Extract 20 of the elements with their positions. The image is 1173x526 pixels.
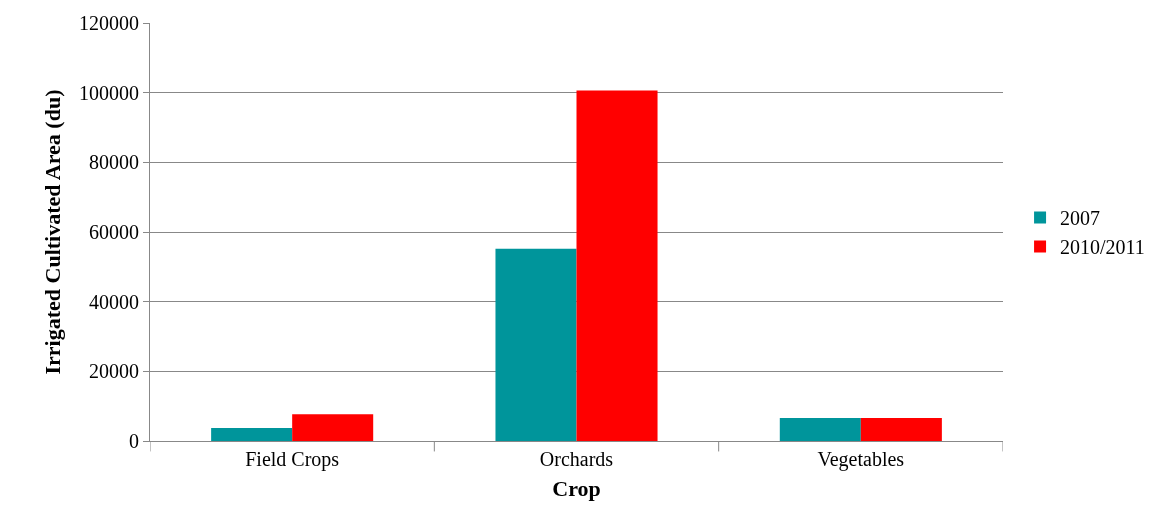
y-axis-title: Irrigated Cultivated Area (du) xyxy=(39,89,65,375)
x-axis-title: Crop xyxy=(552,475,601,501)
bar xyxy=(495,248,577,441)
x-tick-label: Field Crops xyxy=(245,448,340,471)
x-tick-label: Orchards xyxy=(539,448,614,470)
y-tick-label: 60000 xyxy=(89,221,139,243)
bar xyxy=(292,414,374,441)
bar xyxy=(211,428,293,441)
bar xyxy=(576,90,658,441)
bar xyxy=(860,418,942,441)
y-tick-label: 20000 xyxy=(89,360,139,383)
y-tick-label: 80000 xyxy=(89,151,139,174)
y-tick-label: 40000 xyxy=(89,290,139,313)
y-tick-label: 0 xyxy=(129,430,139,452)
x-tick-label: Vegetables xyxy=(817,448,905,471)
y-tick-label: 120000 xyxy=(79,12,139,34)
bar xyxy=(779,418,861,441)
legend-label: 2007 xyxy=(1060,207,1101,230)
legend-label: 2010/2011 xyxy=(1060,236,1145,259)
y-tick-label: 100000 xyxy=(79,81,139,104)
